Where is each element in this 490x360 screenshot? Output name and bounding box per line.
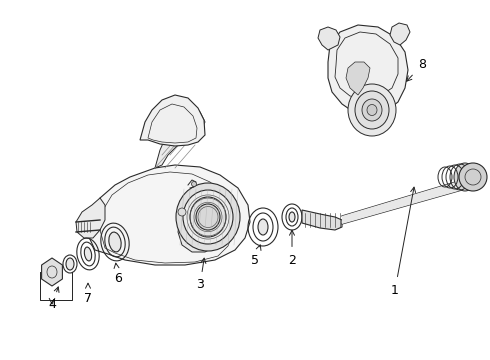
Ellipse shape <box>84 247 92 261</box>
Polygon shape <box>88 165 250 265</box>
Polygon shape <box>178 188 232 252</box>
Text: 8: 8 <box>407 58 426 81</box>
Ellipse shape <box>367 104 377 116</box>
Text: 6: 6 <box>114 263 122 284</box>
Polygon shape <box>346 62 370 95</box>
Polygon shape <box>76 198 105 238</box>
Text: 7: 7 <box>84 283 92 305</box>
Text: 3: 3 <box>196 258 206 292</box>
Ellipse shape <box>362 99 382 121</box>
Circle shape <box>178 208 186 216</box>
Polygon shape <box>318 27 340 50</box>
Ellipse shape <box>258 219 268 235</box>
Ellipse shape <box>183 190 233 244</box>
Text: 2: 2 <box>288 230 296 266</box>
Ellipse shape <box>196 204 220 230</box>
Ellipse shape <box>289 212 295 222</box>
Polygon shape <box>342 180 462 224</box>
Polygon shape <box>155 110 205 168</box>
Polygon shape <box>42 258 62 286</box>
Text: 1: 1 <box>391 187 416 297</box>
Circle shape <box>192 181 196 186</box>
Ellipse shape <box>190 197 226 237</box>
Ellipse shape <box>109 232 121 252</box>
Text: 5: 5 <box>251 245 261 266</box>
Ellipse shape <box>176 183 240 251</box>
Polygon shape <box>328 25 408 116</box>
Polygon shape <box>390 23 410 45</box>
Ellipse shape <box>66 258 74 270</box>
Ellipse shape <box>454 163 476 191</box>
Polygon shape <box>140 95 205 146</box>
Text: 4: 4 <box>48 287 59 311</box>
Ellipse shape <box>348 84 396 136</box>
Ellipse shape <box>355 91 389 129</box>
Polygon shape <box>302 210 342 230</box>
Circle shape <box>459 163 487 191</box>
